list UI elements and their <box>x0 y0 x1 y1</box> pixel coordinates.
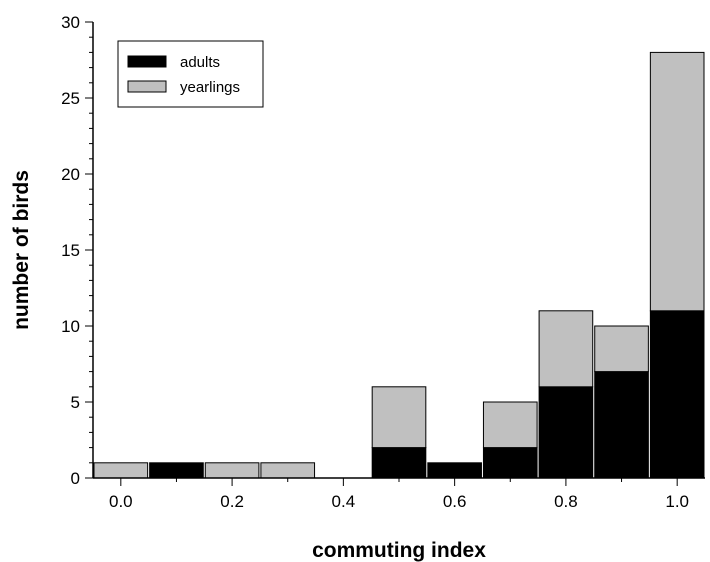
bar-yearlings-9 <box>594 325 649 373</box>
bar-yearlings-8 <box>538 310 594 388</box>
bar-yearlings-10 <box>649 51 705 312</box>
x-axis-title: commuting index <box>312 539 486 562</box>
x-tick-label: 1.0 <box>665 492 689 511</box>
y-tick-label: 15 <box>61 241 80 260</box>
x-tick-label: 0.6 <box>443 492 467 511</box>
y-tick-label: 5 <box>71 393 80 412</box>
bar-adults-9 <box>594 371 649 479</box>
legend-box <box>117 40 264 108</box>
bars-group <box>93 51 705 479</box>
legend-label-yearlings: yearlings <box>180 79 240 96</box>
bar-adults-10 <box>649 310 705 479</box>
bar-yearlings-5 <box>371 386 427 449</box>
x-ticks-group: 0.0 0.2 0.4 0.6 0.8 1.0 <box>109 478 689 511</box>
y-axis-title: number of birds <box>10 170 33 330</box>
y-tick-label: 30 <box>61 13 80 32</box>
y-tick-label: 20 <box>61 165 80 184</box>
bar-yearlings-3 <box>260 462 316 479</box>
bar-adults-8 <box>538 386 594 479</box>
legend-label-adults: adults <box>180 54 220 71</box>
x-tick-label: 0.8 <box>554 492 578 511</box>
legend: adults yearlings <box>117 40 264 108</box>
x-tick-label: 0.2 <box>220 492 244 511</box>
bar-yearlings-0 <box>93 462 149 479</box>
bar-adults-6 <box>427 462 482 479</box>
legend-swatch-yearlings <box>127 80 167 93</box>
x-tick-label: 0.4 <box>332 492 356 511</box>
legend-swatch-adults <box>127 55 167 68</box>
bar-adults-5 <box>371 447 427 479</box>
y-tick-label: 10 <box>61 317 80 336</box>
y-ticks-group: 0 5 10 15 20 25 30 <box>61 13 93 488</box>
bar-adults-1 <box>149 462 204 479</box>
bar-yearlings-2 <box>204 462 260 479</box>
x-tick-label: 0.0 <box>109 492 133 511</box>
y-tick-label: 0 <box>71 469 80 488</box>
bar-yearlings-7 <box>482 401 538 449</box>
y-tick-label: 25 <box>61 89 80 108</box>
bar-adults-7 <box>482 447 538 479</box>
